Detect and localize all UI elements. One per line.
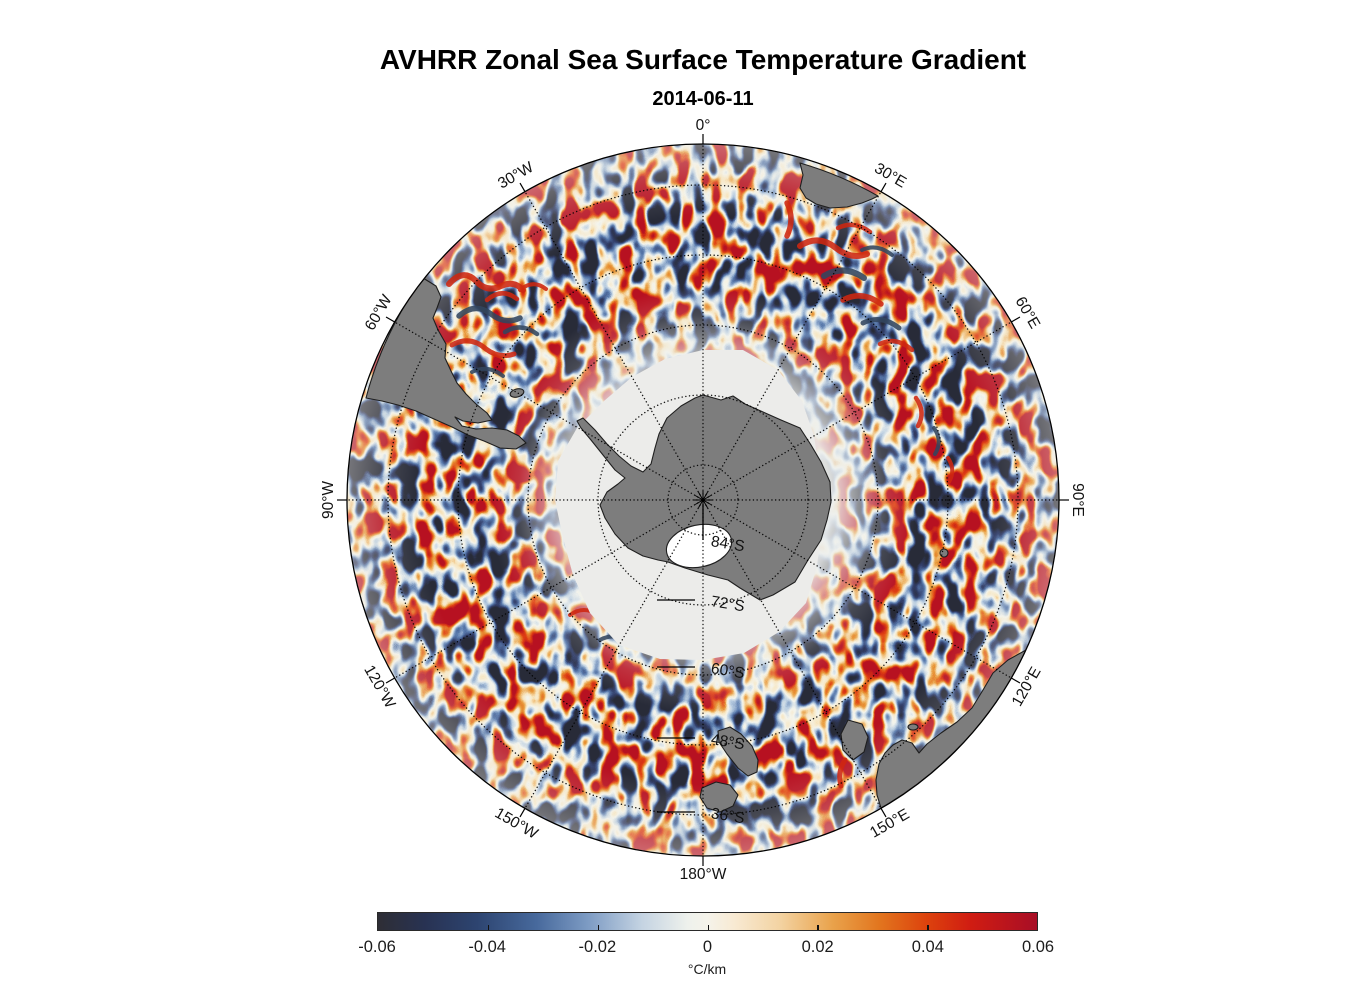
lon-label-180w: 180°W <box>680 866 727 883</box>
colorbar-tick-mark <box>487 925 490 930</box>
lon-label-90w: 90°W <box>320 481 337 519</box>
lat-label-60s: 60°S <box>710 660 746 682</box>
figure-date: 2014-06-11 <box>652 88 754 110</box>
colorbar-tick-mark <box>707 925 709 930</box>
new-zealand-south-island <box>717 726 759 777</box>
colorbar <box>377 912 1038 931</box>
colorbar-tick-label: 0.06 <box>1021 938 1055 956</box>
lon-label-30e: 30°E <box>871 160 909 192</box>
kangaroo-island <box>907 723 919 731</box>
lat-label-48s: 48°S <box>710 731 746 753</box>
colorbar-tick-labels: -0.06 -0.04 -0.02 0 0.02 0.04 0.06 <box>358 938 1054 958</box>
lon-label-90e: 90°E <box>1069 483 1086 517</box>
latitude-ticks <box>657 504 704 813</box>
colorbar-tick-label: 0.02 <box>801 938 834 956</box>
strong-gradient-streaks <box>446 200 955 789</box>
south-america-landmass <box>365 277 527 450</box>
lat-label-36s: 36°S <box>710 805 746 827</box>
lon-label-30w: 30°W <box>495 159 537 193</box>
landmasses <box>365 162 1027 813</box>
graticule <box>347 144 1059 856</box>
colorbar-tick-label: 0 <box>702 938 713 956</box>
colorbar-tick-label: 0.04 <box>911 938 944 956</box>
tasmania-island <box>840 719 869 761</box>
new-zealand-north-island <box>699 781 739 813</box>
colorbar-tick-label: -0.04 <box>468 938 506 956</box>
colorbar-tick-mark <box>927 925 929 930</box>
colorbar-tick-label: -0.02 <box>578 938 617 956</box>
falkland-islands <box>509 388 525 398</box>
kerguelen-island <box>939 548 949 558</box>
lon-label-60w: 60°W <box>362 292 396 334</box>
colorbar-tick-label: -0.06 <box>358 938 396 956</box>
ross-ice-shelf <box>665 523 733 569</box>
figure-title: AVHRR Zonal Sea Surface Temperature Grad… <box>379 44 1027 75</box>
lon-label-60e: 60°E <box>1012 294 1044 332</box>
longitude-rim-ticks <box>337 134 1069 866</box>
lat-label-84s: 84°S <box>710 533 746 555</box>
colorbar-tick-mark <box>817 925 819 930</box>
colorbar-unit-label: °C/km <box>687 961 727 977</box>
africa-landmass <box>799 162 879 209</box>
latitude-labels: 84°S 72°S 60°S 48°S 36°S <box>710 533 746 827</box>
colorbar-tick-mark <box>597 925 600 930</box>
colorbar-gradient <box>378 913 1037 930</box>
lon-label-0: 0° <box>696 117 711 134</box>
lat-label-72s: 72°S <box>710 593 746 615</box>
